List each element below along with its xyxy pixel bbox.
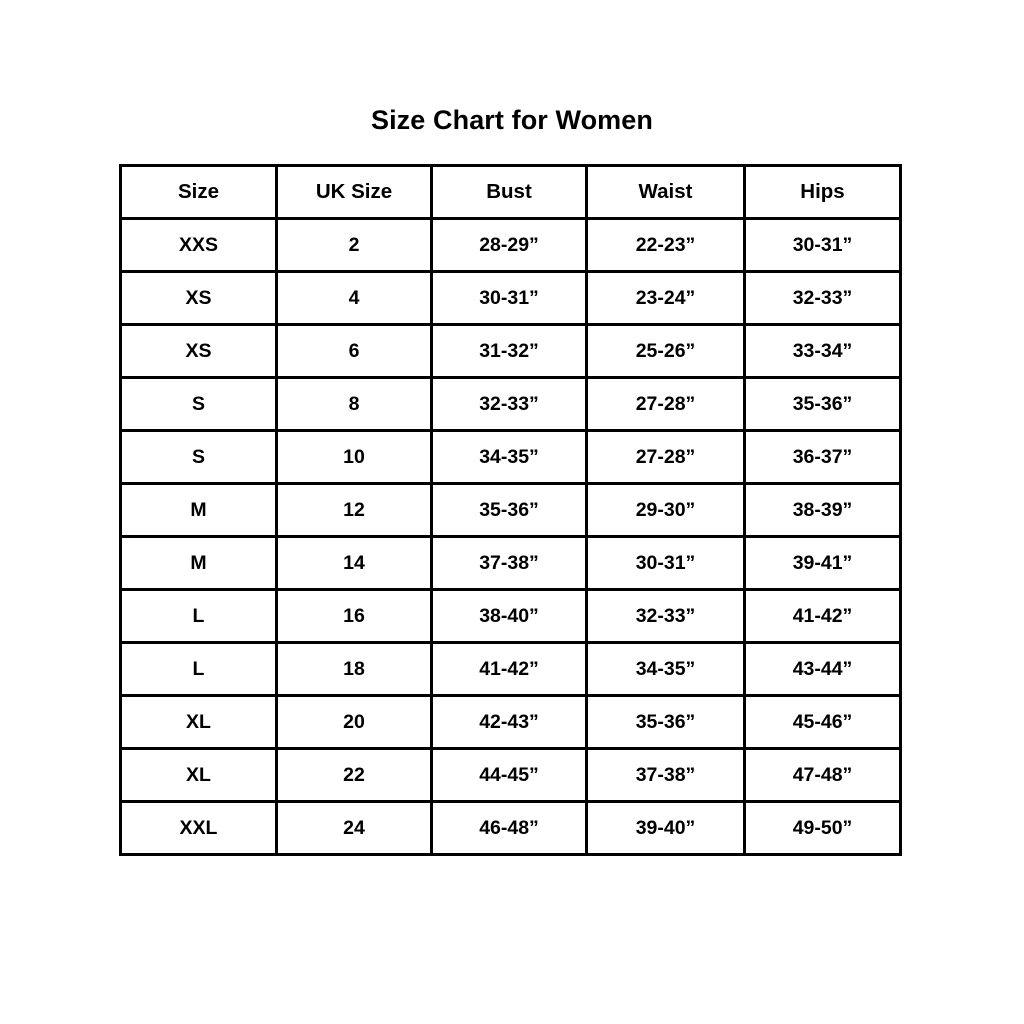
cell-bust: 31-32” xyxy=(430,323,588,379)
cell-waist: 32-33” xyxy=(585,588,746,644)
cell-hips: 38-39” xyxy=(743,482,902,538)
page-title: Size Chart for Women xyxy=(370,105,654,135)
cell-hips: 33-34” xyxy=(743,323,902,379)
cell-waist: 23-24” xyxy=(585,270,746,326)
cell-size: M xyxy=(119,482,278,538)
cell-bust: 44-45” xyxy=(430,747,588,803)
cell-size: S xyxy=(119,376,278,432)
cell-waist: 34-35” xyxy=(585,641,746,697)
cell-bust: 34-35” xyxy=(430,429,588,485)
cell-size: L xyxy=(119,588,278,644)
cell-waist: 30-31” xyxy=(585,535,746,591)
column-header-size: Size xyxy=(119,164,278,220)
cell-uk-size: 12 xyxy=(275,482,433,538)
table-row: XL 22 44-45” 37-38” 47-48” xyxy=(119,747,902,803)
cell-bust: 41-42” xyxy=(430,641,588,697)
cell-waist: 35-36” xyxy=(585,694,746,750)
cell-waist: 27-28” xyxy=(585,376,746,432)
table-row: XXS 2 28-29” 22-23” 30-31” xyxy=(119,217,902,273)
cell-waist: 27-28” xyxy=(585,429,746,485)
cell-bust: 35-36” xyxy=(430,482,588,538)
cell-size: L xyxy=(119,641,278,697)
cell-hips: 41-42” xyxy=(743,588,902,644)
cell-bust: 28-29” xyxy=(430,217,588,273)
cell-uk-size: 22 xyxy=(275,747,433,803)
table-row: XS 4 30-31” 23-24” 32-33” xyxy=(119,270,902,326)
cell-hips: 36-37” xyxy=(743,429,902,485)
cell-bust: 38-40” xyxy=(430,588,588,644)
cell-uk-size: 14 xyxy=(275,535,433,591)
size-chart-table: Size UK Size Bust Waist Hips XXS 2 28-29” 2… xyxy=(119,164,902,856)
cell-size: XL xyxy=(119,694,278,750)
cell-hips: 49-50” xyxy=(743,800,902,856)
cell-size: M xyxy=(119,535,278,591)
table-row: XXL 24 46-48” 39-40” 49-50” xyxy=(119,800,902,856)
table-row: L 18 41-42” 34-35” 43-44” xyxy=(119,641,902,697)
column-header-hips: Hips xyxy=(743,164,902,220)
cell-uk-size: 16 xyxy=(275,588,433,644)
cell-uk-size: 24 xyxy=(275,800,433,856)
cell-bust: 37-38” xyxy=(430,535,588,591)
cell-size: S xyxy=(119,429,278,485)
cell-uk-size: 4 xyxy=(275,270,433,326)
table-row: L 16 38-40” 32-33” 41-42” xyxy=(119,588,902,644)
cell-waist: 29-30” xyxy=(585,482,746,538)
cell-hips: 43-44” xyxy=(743,641,902,697)
cell-size: XXS xyxy=(119,217,278,273)
cell-size: XXL xyxy=(119,800,278,856)
table-body: XXS 2 28-29” 22-23” 30-31” XS 4 30-31” 23-24” 32-… xyxy=(119,217,902,856)
cell-uk-size: 8 xyxy=(275,376,433,432)
table-row: XS 6 31-32” 25-26” 33-34” xyxy=(119,323,902,379)
cell-uk-size: 18 xyxy=(275,641,433,697)
cell-bust: 32-33” xyxy=(430,376,588,432)
table-row: XL 20 42-43” 35-36” 45-46” xyxy=(119,694,902,750)
cell-hips: 39-41” xyxy=(743,535,902,591)
cell-bust: 42-43” xyxy=(430,694,588,750)
cell-bust: 46-48” xyxy=(430,800,588,856)
cell-hips: 45-46” xyxy=(743,694,902,750)
table-row: M 12 35-36” 29-30” 38-39” xyxy=(119,482,902,538)
cell-waist: 25-26” xyxy=(585,323,746,379)
cell-waist: 39-40” xyxy=(585,800,746,856)
table-row: M 14 37-38” 30-31” 39-41” xyxy=(119,535,902,591)
cell-size: XL xyxy=(119,747,278,803)
cell-bust: 30-31” xyxy=(430,270,588,326)
cell-hips: 47-48” xyxy=(743,747,902,803)
cell-hips: 35-36” xyxy=(743,376,902,432)
cell-hips: 32-33” xyxy=(743,270,902,326)
table-row: S 8 32-33” 27-28” 35-36” xyxy=(119,376,902,432)
column-header-uk-size: UK Size xyxy=(275,164,433,220)
cell-uk-size: 10 xyxy=(275,429,433,485)
cell-waist: 22-23” xyxy=(585,217,746,273)
cell-waist: 37-38” xyxy=(585,747,746,803)
cell-size: XS xyxy=(119,323,278,379)
cell-uk-size: 2 xyxy=(275,217,433,273)
cell-hips: 30-31” xyxy=(743,217,902,273)
cell-size: XS xyxy=(119,270,278,326)
table-header-row: Size UK Size Bust Waist Hips xyxy=(119,164,902,220)
column-header-waist: Waist xyxy=(585,164,746,220)
cell-uk-size: 20 xyxy=(275,694,433,750)
table-row: S 10 34-35” 27-28” 36-37” xyxy=(119,429,902,485)
column-header-bust: Bust xyxy=(430,164,588,220)
cell-uk-size: 6 xyxy=(275,323,433,379)
